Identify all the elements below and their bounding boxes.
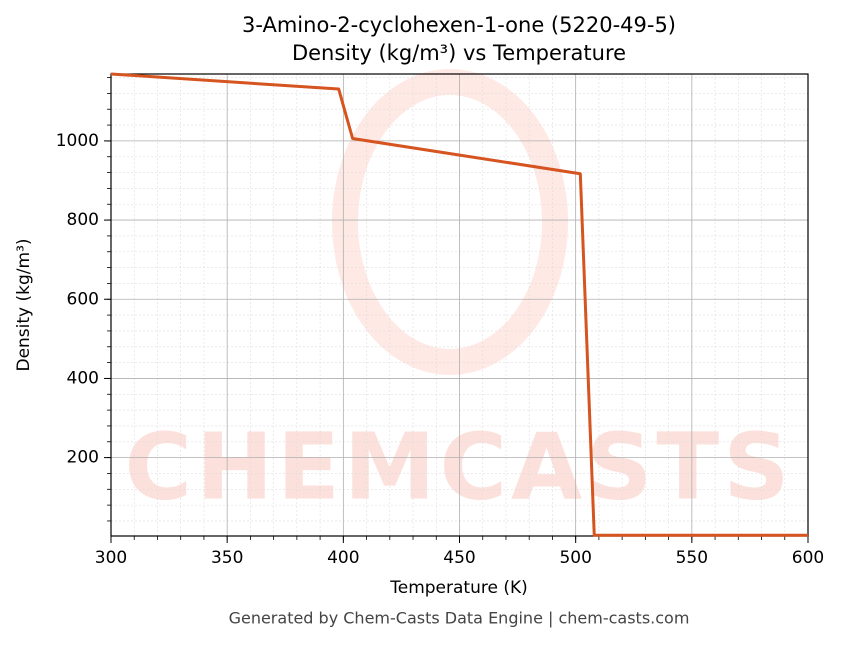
x-axis-label: Temperature (K) — [389, 578, 528, 598]
x-tick-label: 550 — [676, 548, 708, 568]
watermark-logo — [332, 69, 568, 375]
x-tick-label: 500 — [559, 548, 591, 568]
x-tick-label: 300 — [95, 548, 127, 568]
y-tick-label: 600 — [67, 289, 99, 309]
y-tick-label: 200 — [67, 448, 99, 468]
y-axis-label: Density (kg/m³) — [14, 238, 34, 371]
plot-frame — [110, 73, 809, 537]
chart-subtitle: Density (kg/m³) vs Temperature — [292, 41, 626, 65]
x-tick-label: 600 — [792, 548, 824, 568]
x-tick-label: 350 — [211, 548, 243, 568]
x-tick-label: 450 — [443, 548, 475, 568]
x-tick-label: 400 — [327, 548, 359, 568]
watermark: CHEMCASTS — [125, 413, 794, 520]
data-line — [110, 72, 808, 537]
footer: Generated by Chem-Casts Data Engine | ch… — [229, 609, 690, 628]
y-tick-label: 800 — [67, 210, 99, 230]
y-tick-label: 1000 — [56, 131, 99, 151]
chart-title: 3-Amino-2-cyclohexen-1-one (5220-49-5) — [242, 13, 676, 37]
y-tick-label: 400 — [67, 368, 99, 388]
